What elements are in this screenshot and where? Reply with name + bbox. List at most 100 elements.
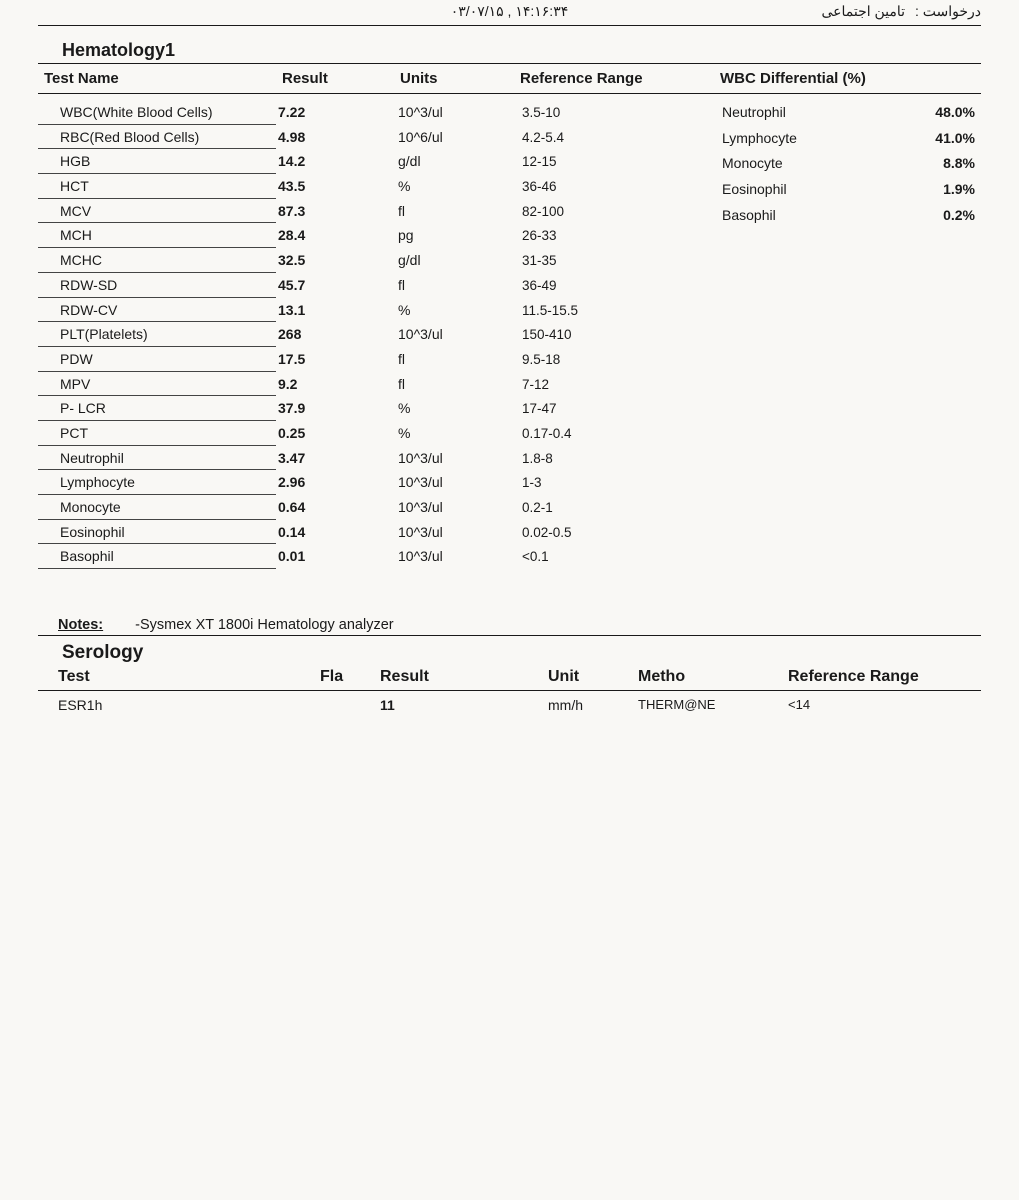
sero-metho-cell: THERM@NE (638, 697, 788, 713)
hematology-row: Neutrophil3.4710^3/ul1.8-8 (38, 446, 714, 471)
hematology-header-row: Test Name Result Units Reference Range W… (38, 63, 981, 94)
sero-result-cell: 11 (380, 697, 548, 713)
reference-cell: 1.8-8 (514, 449, 714, 470)
test-name-cell: P- LCR (38, 396, 276, 421)
units-cell: fl (394, 201, 514, 223)
result-cell: 87.3 (276, 201, 394, 223)
result-cell: 0.14 (276, 522, 394, 544)
test-name-cell: Neutrophil (38, 446, 276, 471)
test-name-cell: Eosinophil (38, 520, 276, 545)
hematology-row: PLT(Platelets)26810^3/ul150-410 (38, 322, 714, 347)
test-name-cell: RDW-CV (38, 298, 276, 323)
reference-cell: 1-3 (514, 473, 714, 494)
hematology-data-area: WBC(White Blood Cells)7.2210^3/ul3.5-10 R… (38, 94, 981, 569)
sero-unit-cell: mm/h (548, 697, 638, 713)
units-cell: g/dl (394, 250, 514, 272)
hematology-row: P- LCR37.9%17-47 (38, 396, 714, 421)
reference-cell: 11.5-15.5 (514, 301, 714, 322)
reference-cell: 36-49 (514, 276, 714, 297)
units-cell: % (394, 423, 514, 445)
wbc-diff-name: Lymphocyte (722, 128, 797, 150)
hematology-row: HCT43.5%36-46 (38, 174, 714, 199)
col-header-result: Result (276, 70, 394, 87)
wbc-diff-value: 41.0% (935, 128, 975, 150)
notes-label: Notes: (58, 617, 103, 633)
hematology-row: RDW-CV13.1%11.5-15.5 (38, 298, 714, 323)
hematology-row: Eosinophil0.1410^3/ul0.02-0.5 (38, 520, 714, 545)
wbc-diff-name: Monocyte (722, 153, 783, 175)
reference-cell: 150-410 (514, 325, 714, 346)
serology-header-row: Test Fla Result Unit Metho Reference Ran… (38, 666, 981, 691)
units-cell: g/dl (394, 151, 514, 173)
result-cell: 9.2 (276, 374, 394, 396)
wbc-diff-value: 48.0% (935, 102, 975, 124)
serology-row: ESR1h 11mm/hTHERM@NE<14 (38, 691, 981, 715)
result-cell: 17.5 (276, 349, 394, 371)
report-timestamp: ۰۳/۰۷/۱۵ , ۱۴:۱۶:۳۴ (451, 3, 568, 20)
hematology-notes: Notes: -Sysmex XT 1800i Hematology analy… (38, 617, 981, 636)
hematology-row: WBC(White Blood Cells)7.2210^3/ul3.5-10 (38, 100, 714, 125)
result-cell: 14.2 (276, 151, 394, 173)
serology-rows: ESR1h 11mm/hTHERM@NE<14 (38, 691, 981, 715)
result-cell: 0.01 (276, 546, 394, 568)
reference-cell: 0.17-0.4 (514, 424, 714, 445)
sero-ref-cell: <14 (788, 697, 981, 713)
result-cell: 4.98 (276, 127, 394, 149)
result-cell: 37.9 (276, 398, 394, 420)
test-name-cell: MCH (38, 223, 276, 248)
wbc-diff-name: Basophil (722, 205, 776, 227)
hematology-row: MCV87.3fl82-100 (38, 199, 714, 224)
wbc-diff-value: 0.2% (943, 205, 975, 227)
sero-fla-cell (320, 697, 380, 713)
test-name-cell: RDW-SD (38, 273, 276, 298)
wbc-diff-row: Eosinophil1.9% (722, 177, 981, 203)
units-cell: pg (394, 225, 514, 247)
sero-col-metho: Metho (638, 668, 788, 686)
test-name-cell: Monocyte (38, 495, 276, 520)
reference-cell: 31-35 (514, 251, 714, 272)
hematology-row: HGB14.2g/dl12-15 (38, 149, 714, 174)
hematology-rows: WBC(White Blood Cells)7.2210^3/ul3.5-10 R… (38, 100, 714, 569)
reference-cell: 3.5-10 (514, 103, 714, 124)
sero-col-ref: Reference Range (788, 668, 981, 686)
units-cell: 10^6/ul (394, 127, 514, 149)
serology-title: Serology (38, 636, 981, 666)
hematology-row: Basophil0.0110^3/ul<0.1 (38, 544, 714, 569)
result-cell: 45.7 (276, 275, 394, 297)
request-value: تامین اجتماعی (821, 3, 905, 19)
sero-col-fla: Fla (320, 668, 380, 686)
result-cell: 0.25 (276, 423, 394, 445)
units-cell: % (394, 176, 514, 198)
col-header-wbc-diff: WBC Differential (%) (714, 70, 981, 87)
wbc-diff-name: Eosinophil (722, 179, 787, 201)
result-cell: 2.96 (276, 472, 394, 494)
reference-cell: 0.02-0.5 (514, 523, 714, 544)
hematology-row: PDW17.5fl9.5-18 (38, 347, 714, 372)
test-name-cell: PCT (38, 421, 276, 446)
reference-cell: 4.2-5.4 (514, 128, 714, 149)
hematology-row: MCHC32.5g/dl31-35 (38, 248, 714, 273)
request-block: درخواست : تامین اجتماعی (821, 3, 981, 20)
test-name-cell: Basophil (38, 544, 276, 569)
units-cell: % (394, 398, 514, 420)
test-name-cell: MPV (38, 372, 276, 397)
wbc-diff-row: Lymphocyte 41.0% (722, 126, 981, 152)
sero-test-cell: ESR1h (38, 697, 320, 713)
units-cell: 10^3/ul (394, 546, 514, 568)
top-bar: ۰۳/۰۷/۱۵ , ۱۴:۱۶:۳۴ درخواست : تامین اجتم… (38, 0, 981, 26)
sero-col-unit: Unit (548, 668, 638, 686)
test-name-cell: MCHC (38, 248, 276, 273)
request-label: درخواست : (915, 3, 981, 19)
col-header-test-name: Test Name (38, 70, 276, 87)
wbc-diff-row: Neutrophil48.0% (722, 100, 981, 126)
test-name-cell: WBC(White Blood Cells) (38, 100, 276, 125)
hematology-row: PCT0.25%0.17-0.4 (38, 421, 714, 446)
test-name-cell: PDW (38, 347, 276, 372)
reference-cell: <0.1 (514, 547, 714, 568)
reference-cell: 12-15 (514, 152, 714, 173)
reference-cell: 26-33 (514, 226, 714, 247)
hematology-row: MPV9.2fl7-12 (38, 372, 714, 397)
wbc-differential-block: Neutrophil48.0%Lymphocyte41.0%Monocyte8.… (722, 100, 981, 228)
reference-cell: 0.2-1 (514, 498, 714, 519)
test-name-cell: HGB (38, 149, 276, 174)
